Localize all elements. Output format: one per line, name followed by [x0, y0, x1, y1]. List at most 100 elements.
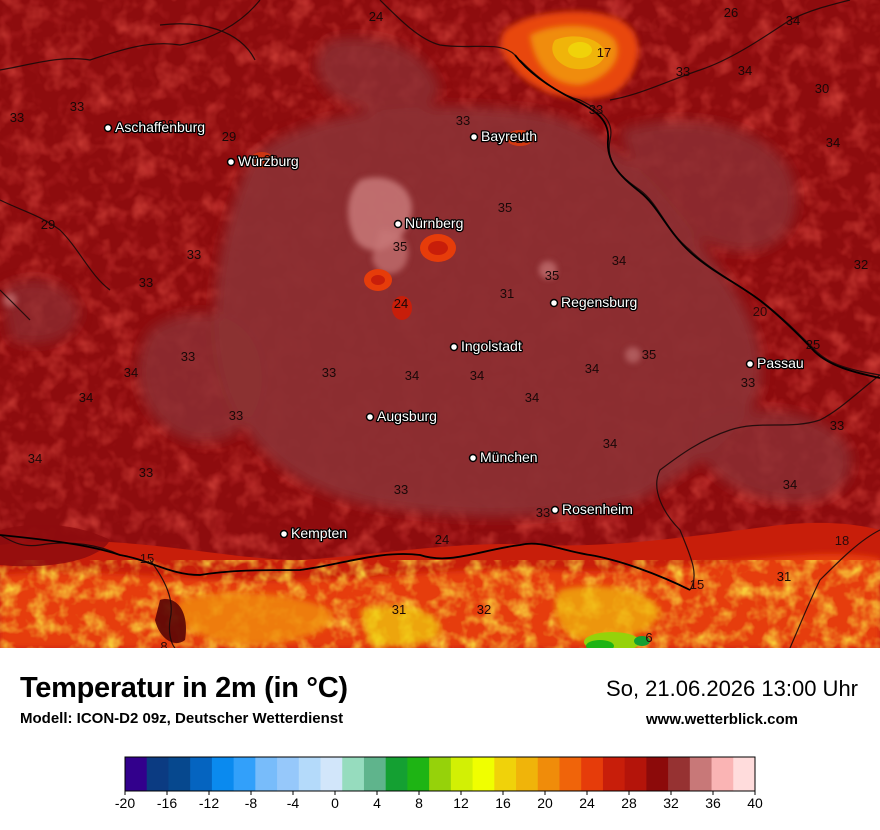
legend-tick-label: 20 — [537, 795, 553, 811]
legend-swatch — [624, 757, 647, 791]
value-label: 29 — [41, 217, 55, 232]
legend-swatch — [733, 757, 756, 791]
model-info: Modell: ICON-D2 09z, Deutscher Wetterdie… — [20, 710, 344, 727]
legend-swatch — [581, 757, 604, 791]
value-label: 17 — [597, 45, 611, 60]
legend-swatch — [233, 757, 256, 791]
legend-swatch — [429, 757, 452, 791]
value-label: 34 — [786, 13, 800, 28]
city-dot — [549, 298, 559, 308]
value-label: 15 — [140, 551, 154, 566]
value-label: 20 — [516, 131, 530, 146]
legend-tick-label: 36 — [705, 795, 721, 811]
legend-tick-label: -20 — [115, 795, 135, 811]
value-label: 35 — [642, 347, 656, 362]
value-label: 34 — [79, 390, 93, 405]
value-label: 28 — [160, 117, 174, 132]
legend-tick-label: 24 — [579, 795, 595, 811]
legend-swatch — [407, 757, 430, 791]
legend-swatch — [342, 757, 365, 791]
legend-tick-label: 40 — [747, 795, 763, 811]
legend-tick-label: -4 — [287, 795, 300, 811]
city-passau: Passau — [745, 354, 805, 372]
legend-tick-label: 12 — [453, 795, 469, 811]
value-label: 33 — [394, 482, 408, 497]
value-label: 26 — [724, 5, 738, 20]
legend-tick-label: -8 — [245, 795, 258, 811]
value-label: 31 — [392, 602, 406, 617]
forecast-datetime: So, 21.06.2026 13:00 Uhr — [606, 676, 858, 701]
value-label: 34 — [470, 368, 484, 383]
city-label: Augsburg — [377, 408, 437, 424]
city-nrnberg: Nürnberg — [393, 214, 465, 232]
city-label: Kempten — [291, 525, 347, 541]
legend-swatch — [211, 757, 235, 791]
legend-tick-label: 32 — [663, 795, 679, 811]
map-title: Temperatur in 2m (in °C) — [20, 672, 348, 704]
website-link[interactable]: www.wetterblick.com — [646, 711, 798, 728]
value-label: 31 — [777, 569, 791, 584]
legend-tick-label: 8 — [415, 795, 423, 811]
value-label: 34 — [28, 451, 42, 466]
value-label: 34 — [612, 253, 626, 268]
legend-swatch — [363, 757, 387, 791]
value-label: 33 — [181, 349, 195, 364]
city-kempten: Kempten — [279, 524, 348, 542]
legend-swatch — [668, 757, 691, 791]
city-label: Bayreuth — [481, 128, 537, 144]
legend-swatch — [125, 757, 148, 791]
city-label: Aschaffenburg — [115, 119, 205, 135]
value-label: 33 — [139, 465, 153, 480]
legend-swatch — [711, 757, 734, 791]
value-label: 20 — [753, 304, 767, 319]
legend-swatch — [298, 757, 322, 791]
city-bayreuth: Bayreuth — [469, 127, 538, 145]
city-dot — [449, 342, 459, 352]
value-label: 34 — [603, 436, 617, 451]
city-dot — [279, 529, 289, 539]
value-labels: 24 26 34 17 33 34 30 33 33 28 29 33 20 33 34 33 29 35 33 35… — [10, 5, 868, 648]
value-label: 33 — [676, 64, 690, 79]
city-label: Rosenheim — [562, 501, 633, 517]
city-wrzburg: Würzburg — [226, 152, 300, 170]
value-label: 33 — [830, 418, 844, 433]
value-label: 33 — [70, 99, 84, 114]
city-dot — [550, 505, 560, 515]
city-label: Ingolstadt — [461, 338, 522, 354]
value-label: 33 — [536, 505, 550, 520]
city-dot — [226, 157, 236, 167]
city-label: München — [480, 449, 538, 465]
value-label: 32 — [477, 602, 491, 617]
value-label: 33 — [10, 110, 24, 125]
footer — [0, 648, 880, 830]
legend-tick-label: 16 — [495, 795, 511, 811]
city-markers: Aschaffenburg Würzburg Bayreuth Nürnberg Reg… — [103, 118, 805, 542]
city-label: Passau — [757, 355, 804, 371]
legend-tick-label: 28 — [621, 795, 637, 811]
value-label: 33 — [456, 113, 470, 128]
legend-swatch — [472, 757, 495, 791]
value-label: 33 — [229, 408, 243, 423]
value-label: 31 — [500, 286, 514, 301]
legend-tick-label: -12 — [199, 795, 219, 811]
value-label: 32 — [854, 257, 868, 272]
value-label: 24 — [369, 9, 383, 24]
city-dot — [745, 359, 755, 369]
legend-swatch — [320, 757, 343, 791]
value-label: 34 — [738, 63, 752, 78]
legend-swatch — [516, 757, 539, 791]
value-label: 33 — [741, 375, 755, 390]
value-label: 15 — [690, 577, 704, 592]
value-label: 34 — [783, 477, 797, 492]
value-label: 8 — [160, 639, 167, 648]
value-label: 34 — [124, 365, 138, 380]
city-dot — [393, 219, 403, 229]
legend-swatch — [494, 757, 517, 791]
legend-outline — [124, 756, 756, 792]
city-label: Würzburg — [238, 153, 299, 169]
color-legend: -20 -16 -12 -8 -4 0 4 8 12 16 20 24 28 32 36 40 — [115, 756, 763, 811]
value-label: 35 — [393, 239, 407, 254]
value-label: 35 — [545, 268, 559, 283]
city-regensburg: Regensburg — [549, 293, 639, 311]
value-label: 35 — [498, 200, 512, 215]
